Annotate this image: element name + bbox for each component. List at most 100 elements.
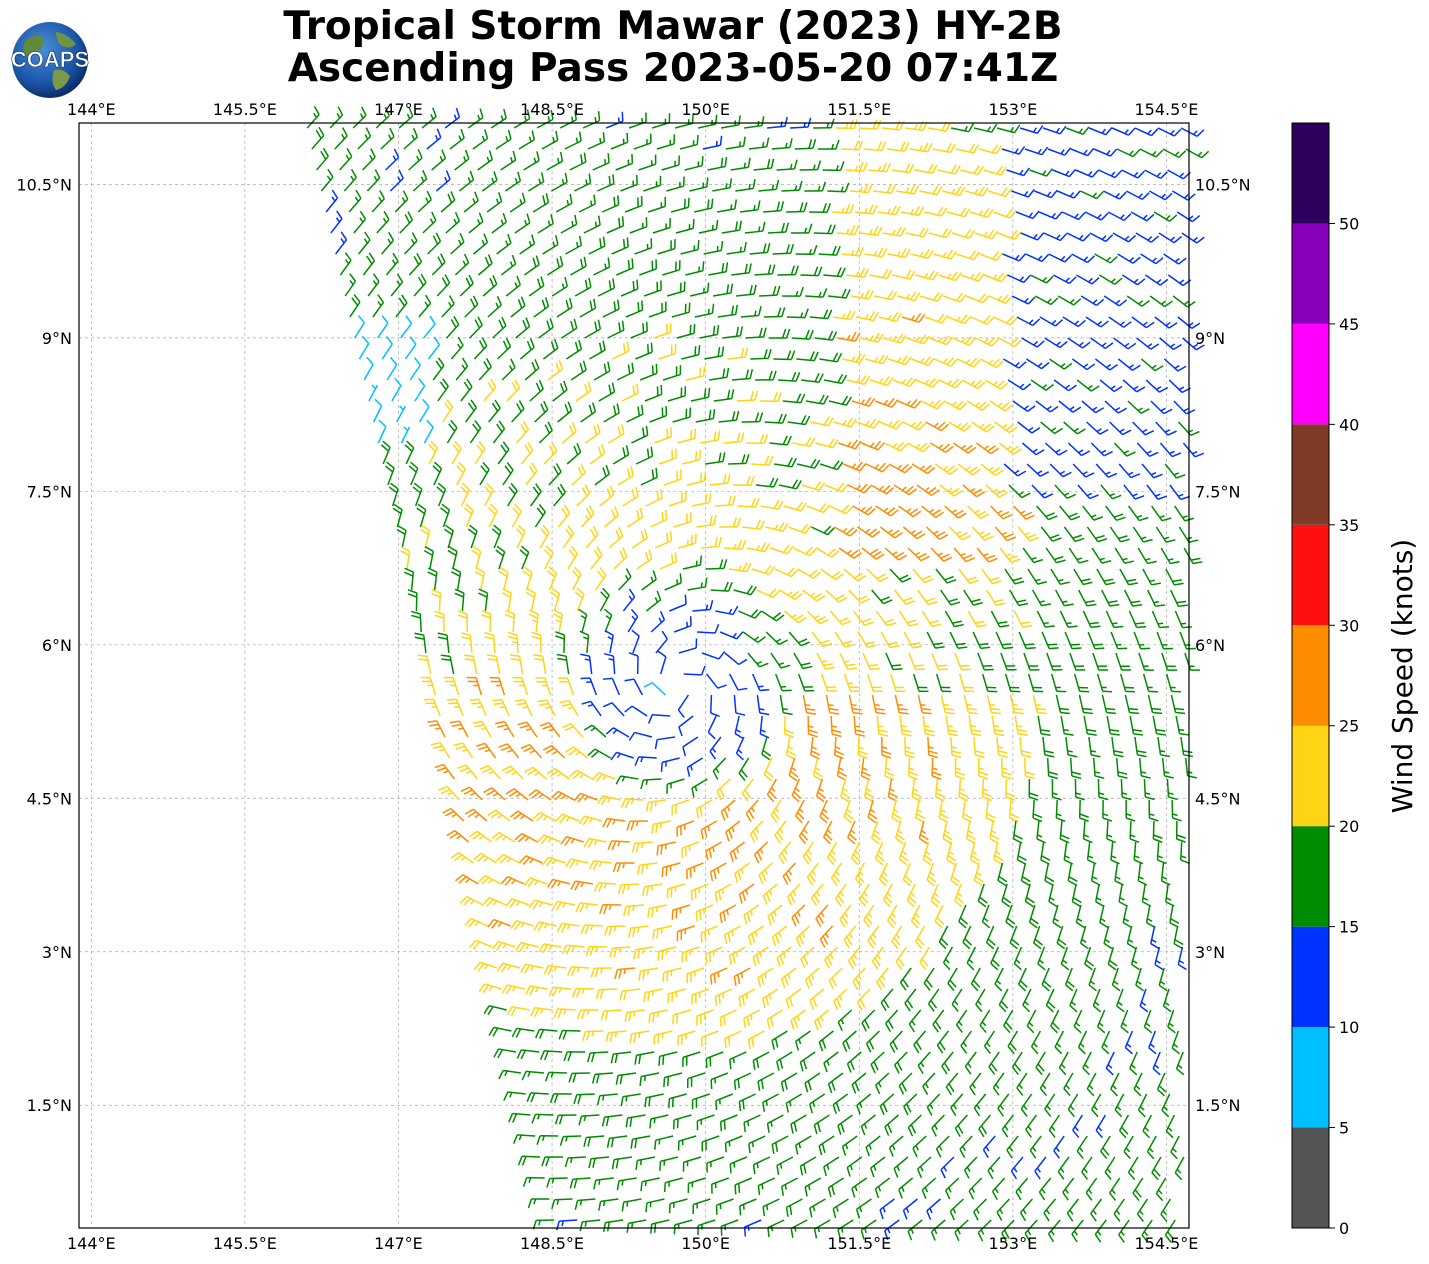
wind-barb — [569, 1177, 591, 1189]
wind-barb — [362, 252, 376, 276]
wind-barb — [809, 1093, 826, 1114]
wind-barb — [586, 1051, 609, 1063]
wind-barb — [673, 616, 692, 633]
wind-barb — [565, 746, 589, 759]
wind-barb — [880, 988, 894, 1012]
wind-barb — [528, 609, 539, 633]
wind-barb — [1172, 295, 1196, 308]
wind-barb — [546, 151, 564, 171]
wind-barb — [1045, 547, 1066, 564]
wind-barb — [906, 883, 917, 908]
wind-barb — [1182, 442, 1205, 458]
wind-barb — [385, 252, 399, 276]
wind-barb — [1109, 1177, 1121, 1201]
wind-barb — [602, 299, 620, 318]
wind-barb — [542, 338, 559, 360]
wind-barb — [523, 877, 548, 888]
wind-barb — [961, 379, 986, 390]
wind-barb — [946, 207, 971, 218]
wind-barb — [466, 676, 483, 696]
wind-barb — [889, 568, 912, 583]
wind-barb — [660, 757, 680, 772]
wind-barb — [469, 316, 483, 339]
wind-barb — [852, 505, 876, 516]
wind-barb — [588, 1156, 610, 1169]
wind-barb — [511, 503, 522, 528]
wind-barb — [677, 1030, 696, 1046]
wind-barb — [1164, 883, 1175, 907]
wind-barb — [460, 786, 483, 801]
wind-barb — [1127, 1156, 1139, 1181]
wind-barb — [668, 490, 687, 507]
wind-barb — [735, 736, 745, 761]
wind-barb — [1007, 1030, 1019, 1055]
wind-barb — [487, 918, 511, 929]
wind-barb — [841, 1135, 858, 1156]
wind-barb — [440, 191, 456, 213]
wind-barb — [893, 1156, 909, 1178]
wind-barb — [691, 493, 712, 507]
wind-barb — [734, 862, 750, 883]
wind-barb — [741, 778, 755, 802]
wind-barb — [778, 371, 801, 382]
wind-barb — [869, 268, 893, 279]
wind-barb — [556, 297, 573, 318]
wind-barb — [954, 883, 964, 908]
wind-barb — [541, 1156, 563, 1167]
wind-barb — [455, 357, 469, 381]
lat-tick-label-right: 4.5°N — [1195, 789, 1240, 808]
wind-barb — [460, 378, 473, 402]
wind-barb — [816, 652, 835, 670]
wind-barb — [846, 375, 871, 386]
wind-barb — [593, 257, 611, 276]
wind-barb — [741, 412, 764, 423]
wind-barb — [1004, 568, 1025, 585]
wind-barb — [1170, 694, 1186, 715]
wind-barb — [1009, 589, 1029, 607]
wind-barb — [709, 694, 720, 718]
wind-barb — [888, 355, 912, 366]
wind-barb — [554, 1114, 577, 1125]
wind-barb — [1010, 1156, 1024, 1180]
wind-barb — [432, 461, 443, 486]
wind-barb — [767, 222, 790, 234]
wind-barb — [715, 1093, 733, 1111]
wind-barb — [747, 652, 769, 668]
wind-barb — [990, 505, 1013, 520]
wind-barb — [689, 282, 710, 297]
wind-barb — [536, 1134, 559, 1145]
wind-barb — [626, 1219, 647, 1233]
wind-barb — [1006, 167, 1030, 177]
wind-barb — [705, 559, 728, 570]
wind-barb — [1036, 820, 1046, 844]
wind-barb — [833, 988, 848, 1011]
wind-barb — [835, 883, 847, 907]
wind-barb — [500, 254, 517, 276]
wind-barb — [907, 757, 918, 781]
wind-barb — [483, 787, 506, 801]
wind-barb — [911, 463, 936, 475]
wind-barb — [680, 240, 700, 255]
wind-barb — [464, 503, 474, 528]
wind-barb — [639, 363, 658, 381]
wind-barb — [1175, 715, 1190, 736]
wind-barb — [634, 756, 657, 766]
wind-barb — [875, 1072, 890, 1095]
wind-barb — [644, 384, 663, 402]
wind-barb — [965, 820, 976, 844]
wind-barb — [651, 820, 672, 834]
wind-barb — [973, 1198, 987, 1221]
wind-barb — [884, 757, 895, 781]
wind-barb — [942, 292, 967, 303]
wind-barb — [311, 126, 325, 150]
wind-barb — [523, 255, 540, 276]
wind-barb — [1148, 1030, 1157, 1055]
wind-barb — [666, 778, 685, 794]
wind-barb — [1061, 211, 1086, 221]
wind-barb — [705, 1051, 724, 1068]
wind-barb — [942, 185, 966, 196]
wind-barb — [510, 296, 526, 318]
wind-barb — [832, 203, 855, 214]
wind-barb — [1076, 1135, 1088, 1159]
wind-barb — [507, 631, 519, 654]
